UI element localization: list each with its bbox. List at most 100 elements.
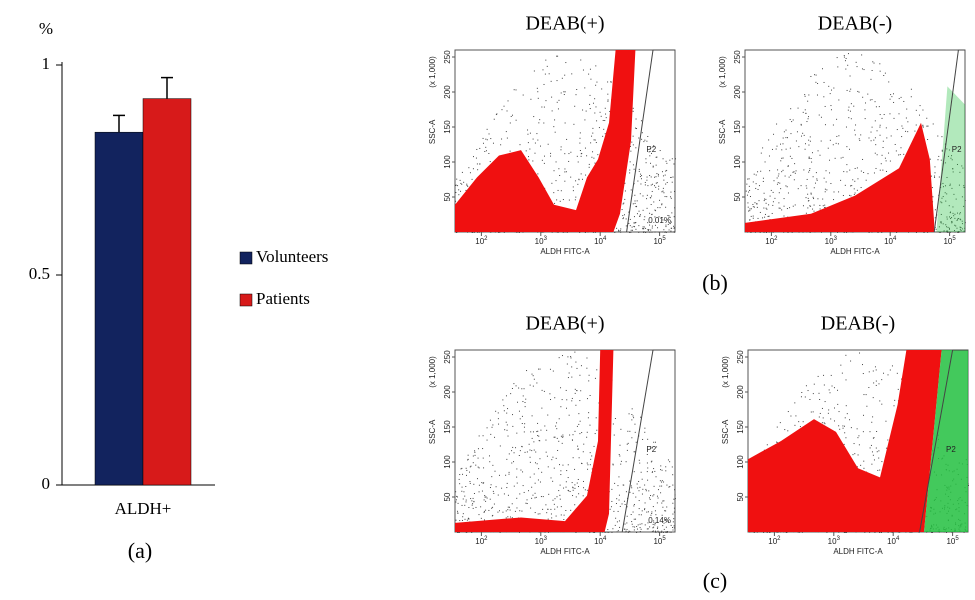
cell-dot: [647, 231, 649, 233]
cell-dot: [950, 157, 952, 159]
cell-dot: [789, 118, 791, 120]
cell-dot: [577, 486, 579, 488]
cell-dot: [645, 227, 647, 229]
cell-dot: [958, 231, 960, 233]
cell-dot: [632, 203, 634, 205]
y-axis-unit: (x 1,000): [721, 356, 730, 388]
cell-dot: [624, 182, 626, 184]
cell-dot: [580, 59, 582, 61]
cell-dot: [858, 444, 860, 446]
cell-dot: [624, 198, 626, 200]
cell-dot: [629, 491, 631, 493]
cell-dot: [661, 480, 663, 482]
cell-dot: [835, 142, 837, 144]
cell-dot: [485, 500, 487, 502]
cell-dot: [848, 148, 850, 150]
cell-dot: [871, 463, 873, 465]
cell-dot: [961, 223, 963, 225]
cell-dot: [533, 473, 535, 475]
cell-dot: [584, 231, 586, 233]
cell-dot: [778, 192, 780, 194]
cell-dot: [486, 439, 488, 441]
cell-dot: [518, 454, 520, 456]
cell-dot: [927, 139, 929, 141]
cell-dot: [854, 180, 856, 182]
cell-dot: [654, 176, 656, 178]
cell-dot: [662, 500, 664, 502]
cell-dot: [795, 415, 797, 417]
cell-dot: [804, 95, 806, 97]
cell-dot: [798, 231, 800, 233]
cell-dot: [469, 481, 471, 483]
cell-dot: [833, 191, 835, 193]
cell-dot: [879, 134, 881, 136]
cell-dot: [763, 531, 765, 533]
cell-dot: [942, 186, 944, 188]
cell-dot: [539, 119, 541, 121]
cell-dot: [477, 169, 479, 171]
cell-dot: [846, 171, 848, 173]
cell-dot: [561, 436, 563, 438]
cell-dot: [511, 387, 513, 389]
cell-dot: [653, 520, 655, 522]
cell-dot: [545, 504, 547, 506]
cell-dot: [566, 363, 568, 365]
cell-dot: [618, 520, 620, 522]
cell-dot: [574, 504, 576, 506]
cell-dot: [460, 182, 462, 184]
cell-dot: [466, 184, 468, 186]
cell-dot: [809, 231, 811, 233]
cell-dot: [931, 531, 933, 533]
cell-dot: [779, 182, 781, 184]
cell-dot: [531, 486, 533, 488]
cell-dot: [753, 206, 755, 208]
cell-dot: [828, 389, 830, 391]
cell-dot: [777, 175, 779, 177]
cell-dot: [926, 125, 928, 127]
cell-dot: [529, 384, 531, 386]
cell-dot: [877, 231, 879, 233]
cell-dot: [670, 177, 672, 179]
cell-dot: [482, 137, 484, 139]
cell-dot: [850, 195, 852, 197]
cell-dot: [949, 184, 951, 186]
cell-dot: [633, 518, 635, 520]
cell-dot: [910, 88, 912, 90]
cell-dot: [544, 425, 546, 427]
cell-dot: [757, 217, 759, 219]
cell-dot: [749, 196, 751, 198]
cell-dot: [461, 467, 463, 469]
cell-dot: [639, 176, 641, 178]
cell-dot: [790, 174, 792, 176]
cell-dot: [537, 479, 539, 481]
cell-dot: [812, 196, 814, 198]
cell-dot: [631, 521, 633, 523]
cell-dot: [769, 170, 771, 172]
cell-dot: [876, 130, 878, 132]
cell-dot: [922, 125, 924, 127]
cell-dot: [565, 407, 567, 409]
cell-dot: [655, 476, 657, 478]
cell-dot: [956, 212, 958, 214]
cell-dot: [616, 521, 618, 523]
cell-dot: [669, 222, 671, 224]
cell-dot: [512, 425, 514, 427]
cell-dot: [787, 231, 789, 233]
cell-dot: [532, 494, 534, 496]
cell-dot: [823, 374, 825, 376]
cell-dot: [519, 418, 521, 420]
cell-dot: [776, 123, 778, 125]
cell-dot: [951, 221, 953, 223]
cell-dot: [473, 492, 475, 494]
cell-dot: [804, 148, 806, 150]
cell-dot: [629, 172, 631, 174]
cell-dot: [644, 509, 646, 511]
cell-dot: [465, 501, 467, 503]
cell-dot: [819, 208, 821, 210]
cell-dot: [472, 168, 474, 170]
x-axis-label: ALDH FITC-A: [833, 547, 883, 556]
cell-dot: [961, 196, 963, 198]
cell-dot: [669, 216, 671, 218]
cell-dot: [617, 510, 619, 512]
cell-dot: [862, 373, 864, 375]
